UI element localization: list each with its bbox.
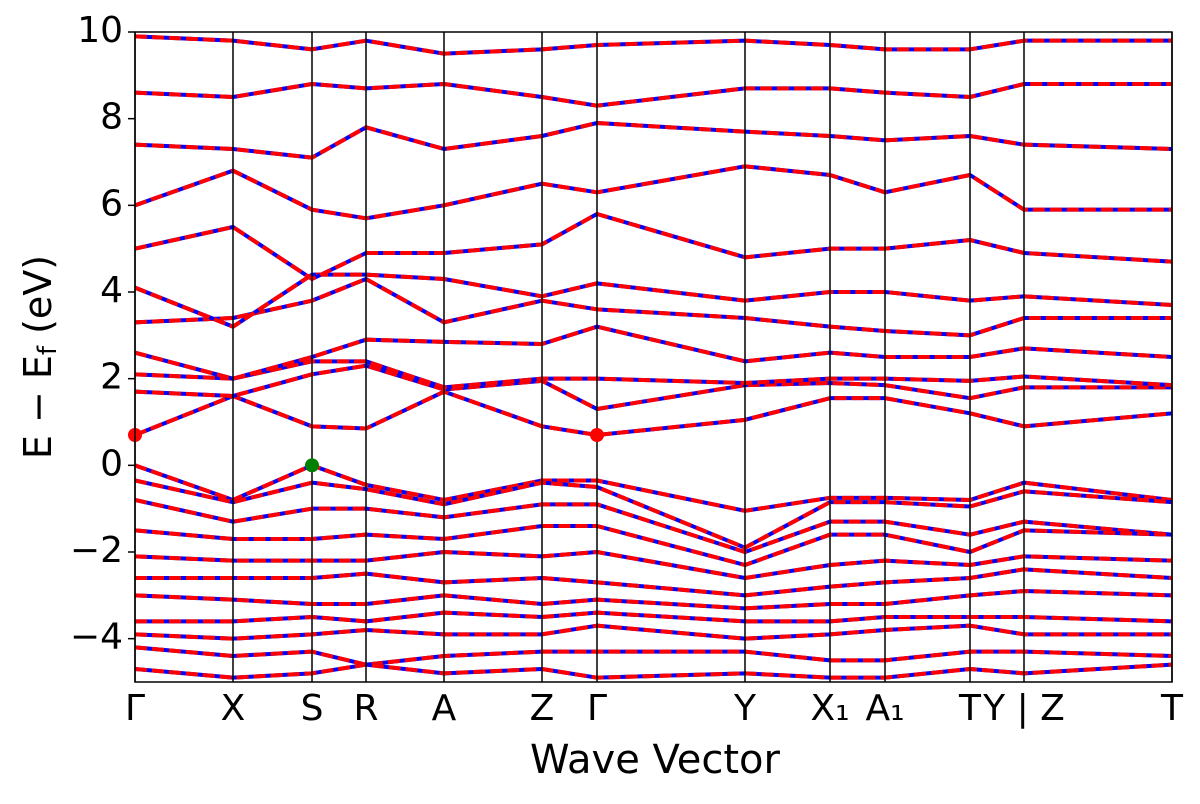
- x-tick-label: Y | Z: [982, 688, 1065, 729]
- y-tick-label: 10: [77, 10, 123, 51]
- x-tick-label: Γ: [125, 688, 145, 729]
- x-tick-label: A: [432, 688, 457, 729]
- band-line: [135, 164, 1172, 221]
- band-line: [135, 550, 1172, 580]
- plot-frame: [134, 31, 1173, 683]
- x-tick-label: Z: [530, 688, 555, 729]
- band-line: [135, 645, 1172, 667]
- band-line: [135, 212, 1172, 281]
- band-line: [135, 212, 1172, 281]
- x-tick-label: S: [301, 688, 324, 729]
- y-label-unit: (eV): [16, 255, 60, 346]
- y-label-main: E − E: [16, 355, 60, 459]
- band-line: [135, 498, 1172, 554]
- y-axis-label: E − Ef (eV): [16, 255, 63, 459]
- x-tick-label: T: [1160, 688, 1184, 729]
- y-label-sub: f: [33, 345, 63, 355]
- band-line: [135, 164, 1172, 221]
- y-tick-label: 8: [100, 97, 123, 138]
- band-line: [135, 34, 1172, 56]
- band-line: [135, 363, 1172, 411]
- band-line: [135, 324, 1172, 381]
- band-line: [135, 498, 1172, 554]
- band-line: [135, 359, 1172, 390]
- band-line: [135, 662, 1172, 680]
- x-tick-label: X: [221, 688, 246, 729]
- x-tick-label: X₁: [810, 688, 849, 729]
- band-line: [135, 324, 1172, 381]
- x-tick-label: Y: [733, 688, 757, 729]
- y-tick-label: 2: [100, 357, 123, 398]
- x-tick-label: Γ: [587, 688, 607, 729]
- band-line: [135, 589, 1172, 611]
- band-line: [135, 623, 1172, 641]
- y-tick-label: 6: [100, 183, 123, 224]
- y-tick-label: −2: [70, 530, 123, 571]
- y-tick-label: −4: [70, 617, 123, 658]
- bands: [135, 34, 1172, 680]
- x-tick-label: R: [353, 688, 378, 729]
- y-tick-label: 0: [100, 443, 123, 484]
- x-tick-label: A₁: [865, 688, 904, 729]
- x-axis-label: Wave Vector: [530, 737, 781, 783]
- extremum-point: [305, 458, 319, 473]
- x-tick-label: T: [958, 688, 982, 729]
- y-tick-label: 4: [100, 270, 123, 311]
- extremum-point: [590, 428, 604, 442]
- band-line: [135, 121, 1172, 160]
- band-line: [135, 82, 1172, 108]
